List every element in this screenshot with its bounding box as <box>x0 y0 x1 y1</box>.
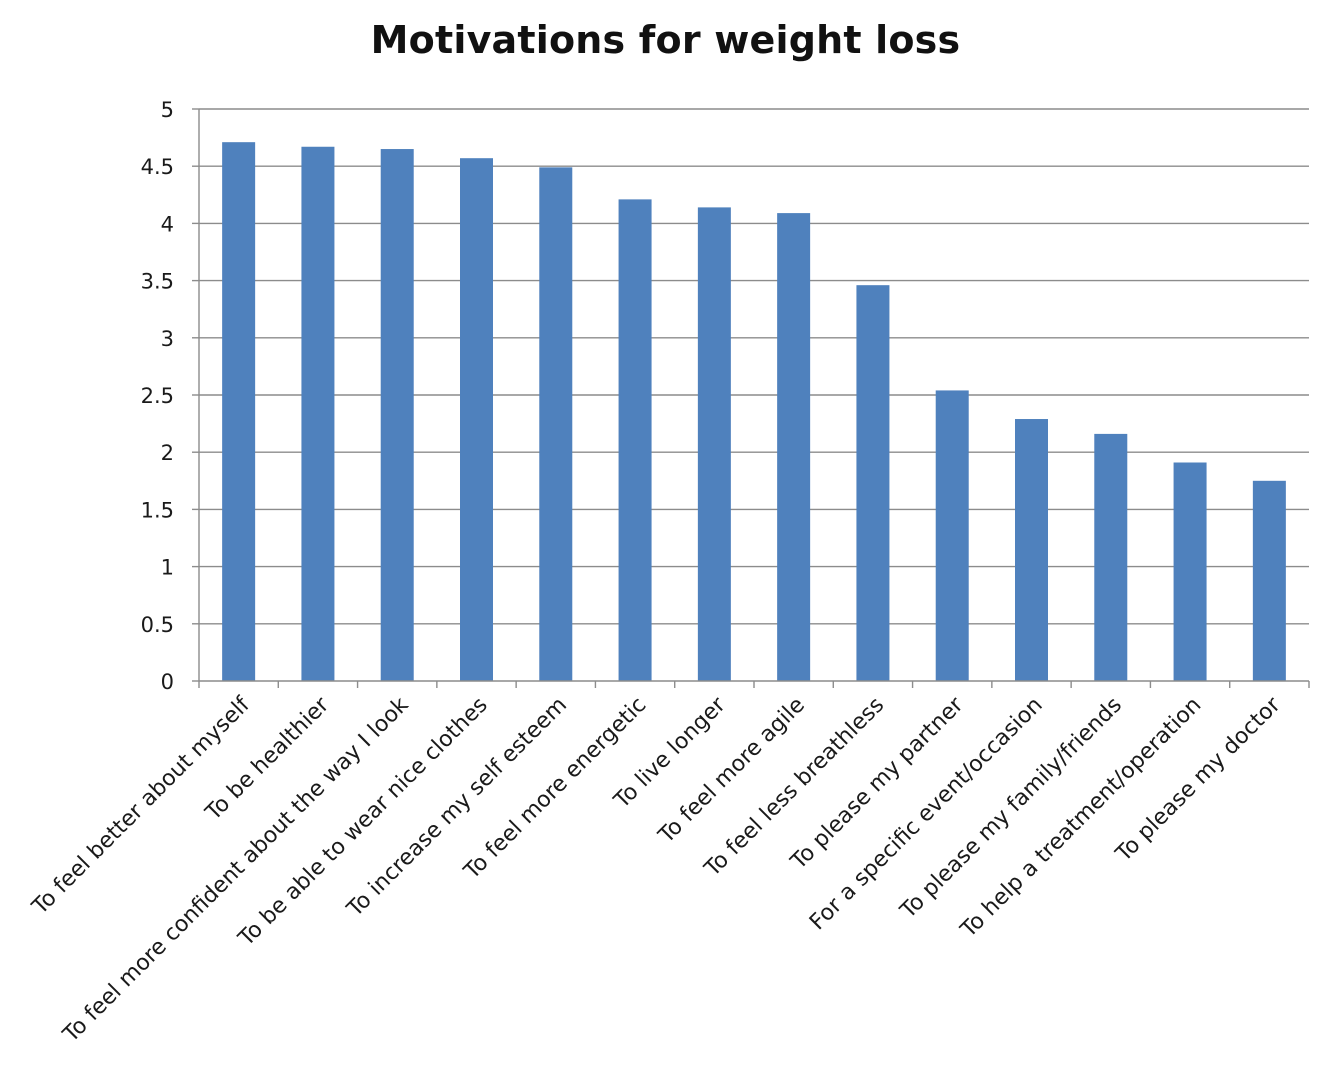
y-tick-label: 2 <box>161 441 174 465</box>
y-tick-label: 2.5 <box>141 384 174 408</box>
bars <box>222 142 1286 682</box>
y-tick-labels: 0 0.5 1 1.5 2 2.5 3 3.5 4 4.5 5 <box>141 98 174 694</box>
bar <box>380 149 414 682</box>
gridlines <box>199 108 1309 625</box>
x-tick-label: To please my doctor <box>1111 692 1287 868</box>
bar <box>301 146 335 681</box>
bar <box>460 158 493 681</box>
y-tick-label: 4.5 <box>141 155 174 179</box>
chart-title: Motivations for weight loss <box>370 18 961 62</box>
bar <box>777 213 811 681</box>
y-tick-label: 5 <box>161 98 174 122</box>
axes <box>192 108 1310 688</box>
bar <box>1094 433 1128 681</box>
bar <box>1015 419 1048 681</box>
y-tick-label: 4 <box>161 212 174 236</box>
y-tick-label: 0.5 <box>141 613 174 637</box>
bar <box>935 390 969 681</box>
y-tick-label: 3.5 <box>141 270 174 294</box>
bar <box>697 207 731 681</box>
bar <box>222 142 256 681</box>
bar <box>856 285 890 681</box>
y-tick-label: 0 <box>161 670 174 694</box>
y-tick-label: 1 <box>161 556 174 580</box>
x-tick-label: To feel more agile <box>653 693 809 849</box>
y-tick-label: 3 <box>161 327 174 351</box>
bar <box>618 199 652 681</box>
bar <box>539 167 573 681</box>
x-tick-label: To feel more confident about the way I l… <box>58 692 414 1048</box>
bar <box>1173 462 1207 681</box>
y-tick-label: 1.5 <box>141 498 174 522</box>
bar <box>1252 480 1286 681</box>
